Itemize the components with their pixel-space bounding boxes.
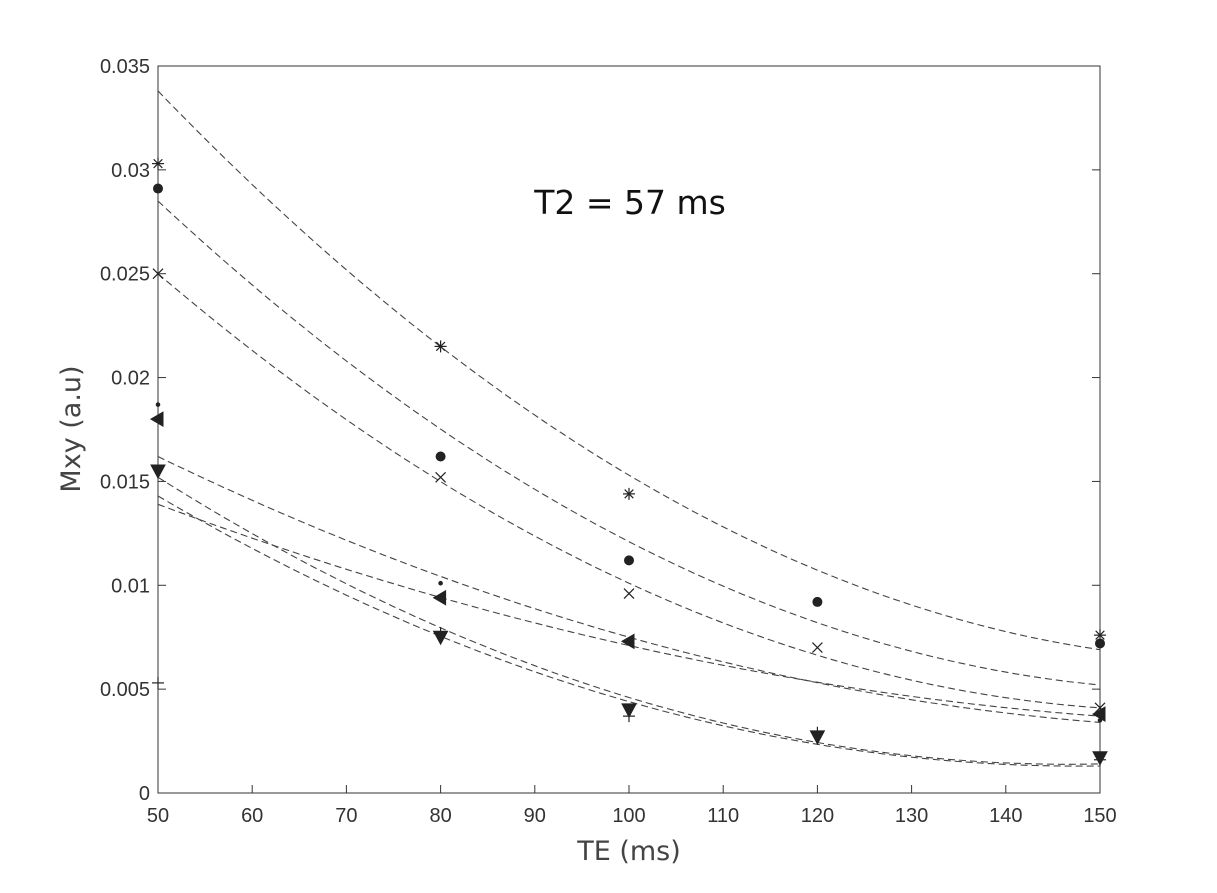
fit-line-triangle-left [157,503,1101,717]
fit-line-asterisk [157,90,1101,651]
fit-line-circle [157,200,1101,686]
y-tick-label: 0.01 [111,575,150,597]
y-tick-label: 0.035 [100,56,150,78]
x-tick-label: 130 [895,805,928,827]
data-point-circle [435,451,446,462]
y-tick-label: 0.005 [100,679,150,701]
x-tick-label: 100 [612,805,645,827]
x-tick-label: 70 [335,805,357,827]
data-point-triangle-down [150,464,166,480]
data-point-plus [152,676,164,689]
fit-line-dot [157,456,1101,723]
fit-line-plus [157,495,1101,767]
y-axis-label: Mxy (a.u) [56,365,87,492]
y-tick-label: 0 [139,783,150,805]
data-point-plus [811,726,824,739]
y-tick-label: 0.025 [100,264,150,286]
data-point-dot [438,580,443,586]
fit-line-triangle-down [157,476,1101,765]
x-tick-label: 120 [801,805,834,827]
data-point-triangle-left [621,633,635,650]
data-point-asterisk [623,487,635,500]
t2-annotation: T2 = 57 ms [533,183,726,222]
x-tick-label: 150 [1083,805,1116,827]
data-point-plus [623,710,635,723]
x-tick-label: 50 [147,805,169,827]
fit-lines [157,90,1101,767]
data-point-dot [155,402,161,407]
data-point-triangle-left [1092,706,1106,722]
data-point-x [811,642,823,654]
x-tick-label: 110 [707,805,739,827]
data-point-circle [812,596,823,607]
x-tick-label: 90 [524,805,546,827]
x-axis-label: TE (ms) [576,836,681,867]
data-point-plus [1094,753,1106,766]
data-markers [150,157,1108,766]
fit-line-x [157,273,1101,709]
x-tick-label: 140 [989,805,1022,827]
data-point-plus [434,627,447,640]
plot-area [157,65,1101,794]
x-tick-label: 60 [241,805,263,827]
data-point-x [623,588,635,600]
y-tick-label: 0.015 [100,471,150,493]
data-point-circle [1095,638,1105,649]
y-tick-label: 0.02 [111,368,150,390]
x-tick-label: 80 [429,805,451,827]
data-point-asterisk [434,340,447,353]
data-point-x [435,471,447,483]
data-point-triangle-left [432,589,447,606]
y-tick-label: 0.03 [111,160,150,182]
x-axis-ticks: 50 60 70 80 90 100 110 120 130 140 150 [147,785,1117,827]
data-point-circle [624,555,634,566]
data-point-circle [153,183,163,194]
y-axis-ticks: 0 0.005 0.01 0.015 0.02 0.025 0.03 0.035 [100,56,1100,805]
data-point-asterisk [152,157,164,170]
data-point-triangle-left [150,411,164,427]
